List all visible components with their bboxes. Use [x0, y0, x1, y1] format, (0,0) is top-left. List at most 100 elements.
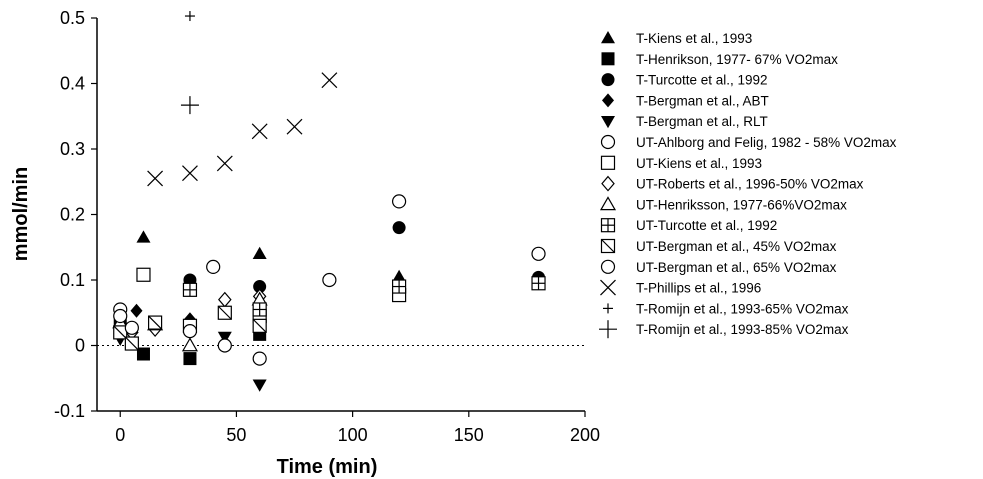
- data-point: [251, 123, 268, 140]
- legend-item: T-Romijn et al., 1993-85% VO2max: [599, 320, 849, 339]
- y-axis-title: mmol/min: [10, 167, 32, 261]
- data-point: [113, 308, 128, 324]
- data-point: [206, 259, 221, 274]
- legend-item: T-Romijn et al., 1993-65% VO2max: [603, 301, 849, 316]
- data-point: [392, 221, 406, 235]
- data-point: [180, 96, 199, 115]
- legend-label: T-Romijn et al., 1993-85% VO2max: [636, 322, 849, 337]
- legend-label: T-Phillips et al., 1996: [636, 281, 761, 296]
- legend-marker: [599, 196, 617, 211]
- legend-marker: [600, 218, 616, 233]
- legend-label: T-Bergman et al., ABT: [636, 93, 769, 108]
- legend-label: UT-Bergman et al., 45% VO2max: [636, 239, 837, 254]
- data-point: [113, 325, 128, 340]
- legend-marker: [599, 320, 617, 339]
- legend-marker: [603, 303, 613, 314]
- y-tick-label: 0.4: [60, 74, 85, 94]
- x-tick-label: 100: [338, 425, 368, 445]
- legend-label: T-Turcotte et al., 1992: [636, 73, 768, 88]
- legend: T-Kiens et al., 1993 T-Henrikson, 1977- 6…: [599, 31, 897, 339]
- data-point: [392, 269, 407, 282]
- legend-label: UT-Turcotte et al., 1992: [636, 218, 777, 233]
- data-point: [322, 272, 337, 288]
- y-tick-label: 0.2: [60, 205, 85, 225]
- data-point: [391, 279, 407, 294]
- series-1: [136, 230, 546, 284]
- legend-item: UT-Turcotte et al., 1992: [600, 218, 777, 233]
- data-point: [124, 336, 139, 351]
- legend-label: T-Bergman et al., RLT: [636, 114, 768, 129]
- data-point: [217, 331, 232, 344]
- legend-item: T-Phillips et al., 1996: [600, 279, 761, 296]
- legend-item: T-Henrikson, 1977- 67% VO2max: [601, 52, 838, 67]
- legend-marker: [601, 31, 615, 44]
- series-13: [147, 72, 338, 187]
- data-point: [217, 338, 232, 353]
- data-point: [531, 276, 546, 291]
- legend-marker: [601, 175, 615, 192]
- legend-item: UT-Bergman et al., 45% VO2max: [600, 238, 837, 254]
- legend-marker: [601, 52, 615, 66]
- legend-item: UT-Roberts et al., 1996-50% VO2max: [601, 175, 864, 192]
- legend-item: T-Bergman et al., RLT: [601, 114, 768, 129]
- series-3: [183, 221, 546, 294]
- x-axis-title: Time (min): [277, 456, 378, 478]
- data-point: [182, 165, 198, 182]
- y-tick-label: 0.1: [60, 270, 85, 290]
- legend-item: T-Turcotte et al., 1992: [601, 73, 768, 88]
- legend-item: UT-Kiens et al., 1993: [600, 155, 762, 171]
- series-12: [113, 308, 198, 339]
- legend-label: UT-Henriksson, 1977-66%VO2max: [636, 197, 847, 212]
- series-15: [180, 96, 199, 115]
- legend-label: UT-Bergman et al., 65% VO2max: [636, 260, 837, 275]
- legend-marker: [600, 259, 616, 274]
- data-point: [253, 280, 267, 294]
- data-point: [130, 303, 143, 318]
- legend-label: T-Henrikson, 1977- 67% VO2max: [636, 52, 838, 67]
- data-point: [136, 267, 151, 282]
- legend-marker: [600, 155, 616, 170]
- legend-marker: [602, 93, 614, 108]
- legend-label: T-Kiens et al., 1993: [636, 31, 752, 46]
- data-point: [218, 291, 232, 308]
- legend-item: T-Kiens et al., 1993: [601, 31, 752, 46]
- legend-marker: [600, 238, 616, 254]
- data-point: [182, 282, 198, 297]
- series-14: [184, 11, 195, 22]
- data-point: [181, 337, 198, 352]
- data-point: [252, 246, 267, 260]
- data-point: [321, 72, 338, 89]
- data-point: [252, 379, 267, 392]
- x-tick-label: 0: [115, 425, 125, 445]
- data-point: [124, 320, 139, 335]
- data-point: [217, 305, 232, 320]
- series-11: [113, 305, 267, 351]
- legend-label: UT-Roberts et al., 1996-50% VO2max: [636, 177, 864, 192]
- legend-label: T-Romijn et al., 1993-65% VO2max: [636, 301, 849, 316]
- series-6: [113, 194, 546, 366]
- data-point: [531, 246, 546, 261]
- data-point: [136, 347, 150, 361]
- legend-item: UT-Bergman et al., 65% VO2max: [600, 259, 837, 275]
- legend-label: UT-Kiens et al., 1993: [636, 156, 762, 171]
- legend-item: UT-Ahlborg and Felig, 1982 - 58% VO2max: [600, 134, 897, 150]
- data-point: [182, 323, 198, 339]
- series-7: [136, 267, 407, 333]
- series-10: [182, 276, 546, 317]
- data-point: [216, 155, 233, 172]
- legend-marker: [601, 73, 615, 87]
- data-point: [252, 302, 267, 317]
- y-tick-label: 0.5: [60, 8, 85, 28]
- data-point: [286, 118, 303, 135]
- x-tick-label: 200: [570, 425, 600, 445]
- data-point: [391, 194, 407, 209]
- legend-marker: [600, 134, 616, 150]
- legend-item: UT-Henriksson, 1977-66%VO2max: [599, 196, 847, 212]
- plot-area: -0.1 0 0.1 0.2 0.3 0.4 0.5 0 50 100 150 200: [54, 8, 600, 445]
- data-point: [147, 170, 164, 187]
- legend-marker: [601, 115, 615, 129]
- data-point: [184, 11, 195, 22]
- x-tick-label: 50: [226, 425, 246, 445]
- data-point: [147, 315, 163, 330]
